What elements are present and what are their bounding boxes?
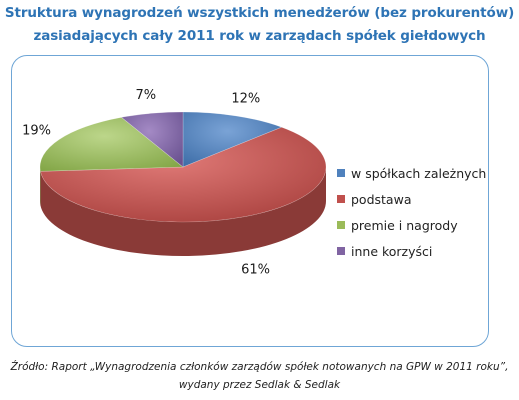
legend-item-2: podstawa	[337, 186, 486, 212]
data-label-4: 7%	[135, 88, 156, 103]
pie-slice-2	[40, 126, 327, 223]
data-label-2: 61%	[241, 263, 270, 278]
legend-label-1: w spółkach zależnych	[351, 165, 487, 181]
legend-swatch-1	[337, 169, 345, 177]
pie-side-2	[40, 167, 326, 256]
pie-slice-1	[182, 111, 283, 168]
legend-label-2: podstawa	[351, 191, 412, 207]
data-label-3: 19%	[22, 124, 51, 139]
data-label-1: 12%	[231, 91, 260, 106]
source-note-line-2: wydany przez Sedlak & Sedlak	[178, 379, 341, 391]
source-note-line-1: Źródło: Raport „Wynagrodzenia członków z…	[10, 361, 509, 373]
chart-title-line-1: Struktura wynagrodzeń wszystkich menedże…	[4, 5, 515, 21]
legend-swatch-4	[337, 247, 345, 255]
legend-item-1: w spółkach zależnych	[337, 160, 486, 186]
legend-item-4: inne korzyści	[337, 238, 486, 264]
chart-title-line-2: zasiadających cały 2011 rok w zarządach …	[33, 28, 486, 44]
pie-slice-4	[120, 111, 184, 168]
legend-swatch-3	[337, 221, 345, 229]
legend-label-4: inne korzyści	[351, 243, 433, 259]
pie-slice-3	[39, 117, 184, 172]
legend-label-3: premie i nagrody	[351, 217, 458, 233]
legend-swatch-2	[337, 195, 345, 203]
chart-legend: w spółkach zależnych podstawa premie i nag…	[337, 160, 486, 264]
legend-item-3: premie i nagrody	[337, 212, 486, 238]
